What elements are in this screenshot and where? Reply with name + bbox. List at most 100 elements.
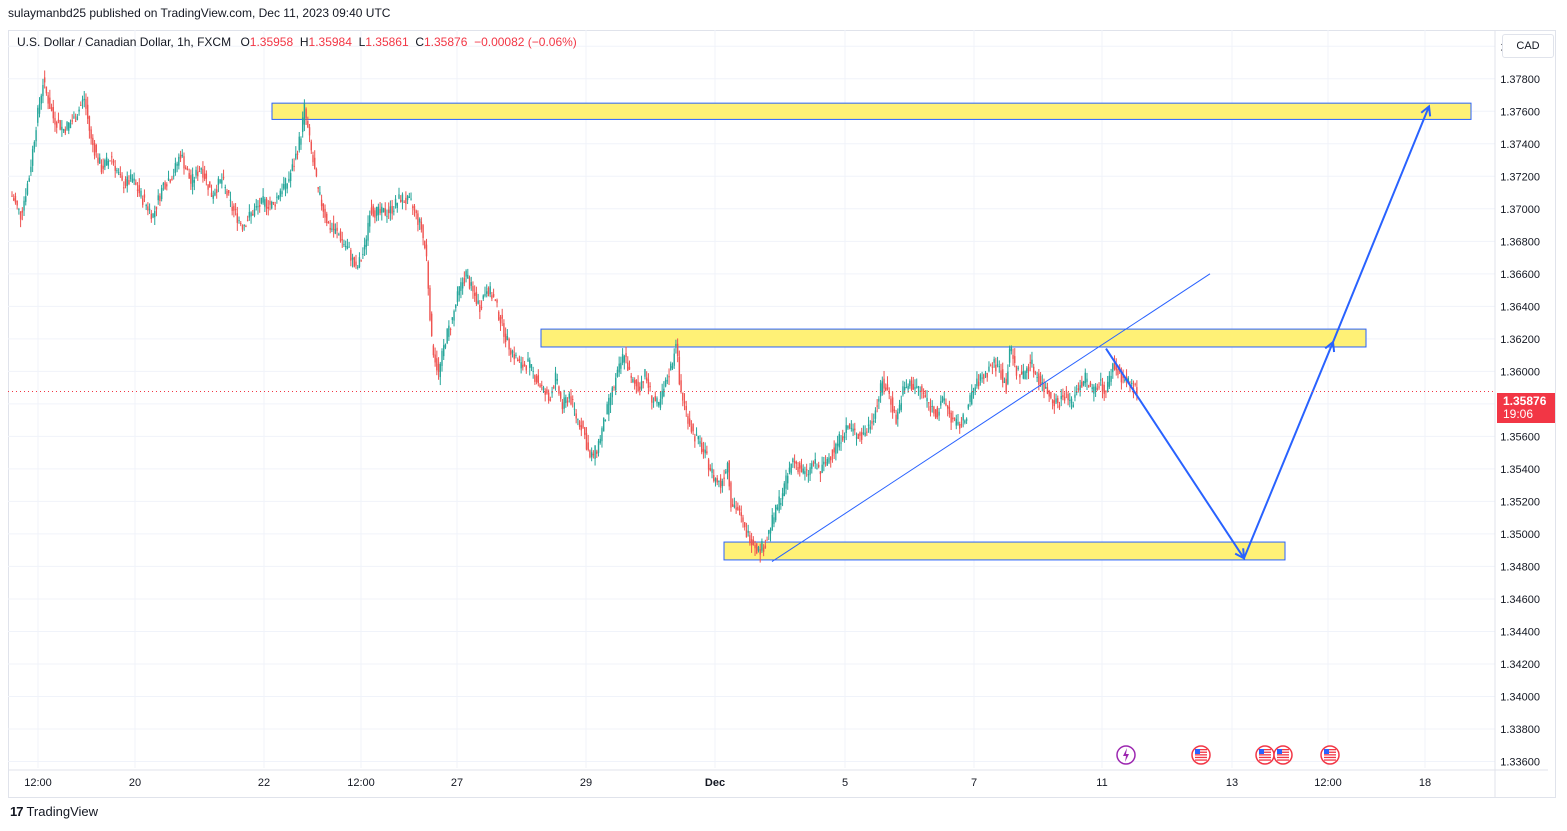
candle <box>730 480 732 512</box>
candle-body <box>1060 395 1062 400</box>
candle <box>981 371 983 383</box>
candle-body <box>417 213 419 225</box>
candle <box>427 260 429 296</box>
candle <box>769 527 772 542</box>
candle-body <box>616 369 619 377</box>
candle <box>697 435 699 445</box>
price-tick-label: 1.35600 <box>1500 431 1540 443</box>
candle <box>215 184 218 199</box>
candle-body <box>1027 366 1030 372</box>
candle <box>267 200 269 216</box>
candle <box>226 188 228 199</box>
candle-body <box>456 291 459 303</box>
candle <box>443 338 445 361</box>
candle-body <box>167 178 170 181</box>
candle <box>480 300 483 311</box>
candle <box>369 210 371 233</box>
candle <box>18 207 20 215</box>
candle-body <box>88 116 91 131</box>
candle-body <box>1072 404 1074 408</box>
candle <box>444 343 447 350</box>
candle <box>592 450 595 459</box>
candle <box>382 207 385 213</box>
candle-body <box>1017 367 1019 369</box>
candle-body <box>840 442 842 444</box>
candle-body <box>714 478 717 482</box>
candle-body <box>986 373 988 378</box>
lightning-event-icon[interactable] <box>1116 745 1136 765</box>
candle-body <box>255 206 257 208</box>
candle-body <box>823 461 825 465</box>
candle <box>578 420 581 430</box>
us-flag-event-icon[interactable] <box>1191 745 1211 765</box>
candle <box>326 211 328 227</box>
price-tick-label: 1.34800 <box>1500 561 1540 573</box>
candle-body <box>11 195 13 197</box>
candle-body <box>193 179 196 183</box>
footer-brand[interactable]: 17 TradingView <box>10 804 98 819</box>
candle <box>792 457 794 468</box>
candle-body <box>976 378 978 387</box>
candle <box>542 385 545 393</box>
candle <box>971 384 973 406</box>
candle <box>456 286 459 306</box>
candle <box>668 368 670 386</box>
candle <box>80 101 82 106</box>
candle-body <box>601 428 603 442</box>
candle-body <box>59 120 61 130</box>
candle-body <box>759 549 761 555</box>
candle <box>847 425 849 430</box>
open-value: 1.35958 <box>249 35 294 49</box>
candle-body <box>728 460 730 487</box>
candle-body <box>1034 372 1037 374</box>
candle <box>377 203 380 221</box>
candle <box>572 395 574 408</box>
high-label: H <box>299 35 309 49</box>
candle <box>35 126 37 147</box>
candle <box>563 389 565 413</box>
candle-body <box>1043 383 1045 392</box>
candle-body <box>198 171 201 173</box>
us-flag-event-icon[interactable] <box>1320 745 1340 765</box>
candle <box>198 165 201 173</box>
us-flag-event-icon[interactable] <box>1255 745 1275 765</box>
candle-body <box>1020 371 1023 375</box>
candle-body <box>179 154 182 159</box>
candle-body <box>654 396 656 402</box>
candle <box>979 373 982 386</box>
candle <box>673 348 675 369</box>
currency-selector[interactable]: CAD <box>1502 34 1554 58</box>
candle-body <box>203 173 206 180</box>
candle-body <box>159 195 161 201</box>
candle <box>694 433 696 448</box>
price-chart[interactable]: 1.380001.378001.376001.374001.372001.370… <box>8 30 1556 800</box>
candle-body <box>269 200 271 205</box>
us-flag-event-icon[interactable] <box>1273 745 1293 765</box>
candle-body <box>713 475 715 481</box>
candle <box>558 385 560 396</box>
candle-body <box>510 349 512 355</box>
candle-body <box>430 313 433 336</box>
candle-body <box>645 377 648 381</box>
candle-body <box>1120 372 1123 383</box>
candle-body <box>181 154 183 157</box>
candle-body <box>529 360 531 368</box>
candle-body <box>209 181 211 188</box>
candle-body <box>513 354 515 360</box>
candle-body <box>792 458 794 463</box>
flag-stripe <box>1277 756 1289 759</box>
candle <box>596 449 598 458</box>
candle <box>293 158 295 172</box>
candle-body <box>40 95 42 104</box>
candle <box>637 375 639 393</box>
candle-body <box>344 245 347 247</box>
candle-body <box>979 374 982 381</box>
candle-body <box>126 176 128 187</box>
candle <box>339 228 342 243</box>
candle-body <box>250 212 252 217</box>
candle <box>205 170 208 186</box>
candle <box>105 152 108 166</box>
candle <box>864 425 866 437</box>
candle-body <box>212 195 214 199</box>
candle-body <box>738 508 741 511</box>
